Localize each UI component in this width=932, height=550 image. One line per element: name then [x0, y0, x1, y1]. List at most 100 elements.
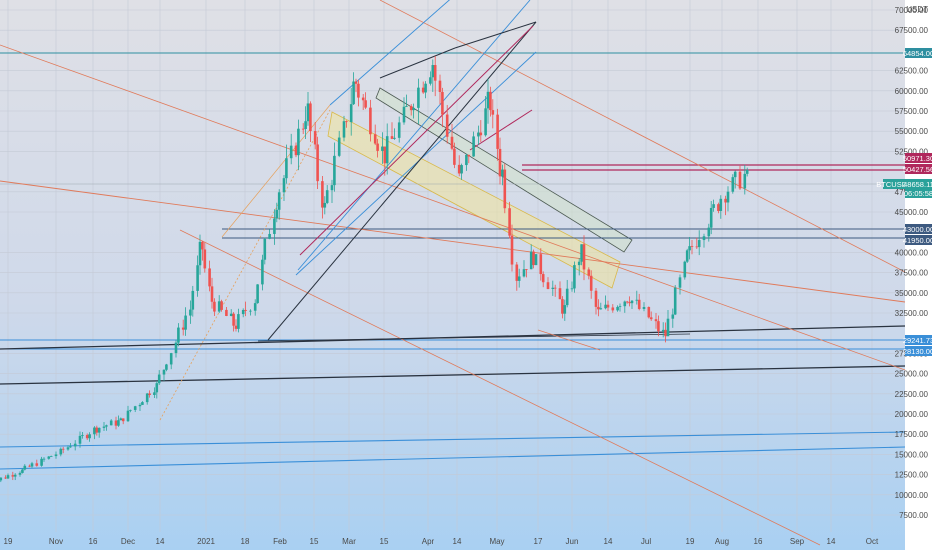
- candle-body: [304, 121, 307, 129]
- candle-body: [349, 104, 353, 123]
- candle: [354, 78, 358, 93]
- candle: [541, 271, 545, 288]
- candle-body: [479, 132, 483, 136]
- candle-body: [282, 178, 286, 193]
- candle: [249, 309, 252, 316]
- candle: [85, 433, 89, 441]
- candle-body: [352, 81, 355, 105]
- candle-body: [114, 420, 118, 426]
- red-ascending-ray: [299, 25, 534, 256]
- candle-body: [28, 465, 31, 467]
- candle: [460, 163, 463, 180]
- candle-body: [191, 290, 195, 310]
- symbol-tag: [883, 179, 905, 189]
- grid-lines: [0, 0, 905, 532]
- candle-body: [561, 299, 564, 314]
- candle-body: [630, 300, 634, 304]
- candle-body: [573, 265, 576, 289]
- candle-body: [688, 246, 691, 251]
- candle: [191, 285, 195, 317]
- candle-body: [78, 435, 82, 444]
- candle: [40, 456, 43, 467]
- candle-body: [148, 393, 151, 395]
- candle: [253, 299, 257, 316]
- candle-body: [309, 103, 312, 132]
- candle-body: [654, 319, 658, 322]
- candle-body: [673, 287, 677, 315]
- candle: [361, 94, 365, 110]
- candle: [417, 78, 420, 124]
- candle: [11, 471, 15, 481]
- candle: [229, 309, 233, 317]
- candle-body: [484, 108, 487, 136]
- candle-body: [210, 286, 214, 302]
- candle-body: [174, 342, 178, 354]
- price-tag-label: 29241.73: [903, 336, 932, 345]
- y-tick-label: 35000.00: [895, 289, 929, 298]
- candle: [105, 424, 108, 431]
- y-tick-label: 37500.00: [895, 269, 929, 278]
- y-tick-label: 45000.00: [895, 208, 929, 217]
- candle: [623, 300, 627, 313]
- black-top-connector-2: [454, 21, 537, 49]
- candle: [198, 234, 202, 275]
- candle-body: [551, 287, 555, 289]
- candle-body: [126, 410, 130, 422]
- candle-body: [376, 143, 379, 151]
- candle: [717, 202, 720, 214]
- candle: [234, 319, 238, 332]
- candle-body: [73, 443, 77, 447]
- candle: [153, 387, 156, 398]
- candle-body: [0, 477, 3, 481]
- candle: [604, 295, 607, 310]
- candle-body: [155, 383, 159, 393]
- candle-body: [325, 190, 329, 203]
- candle: [373, 124, 377, 146]
- candle-body: [85, 435, 89, 439]
- candle-body: [489, 91, 492, 111]
- candle: [649, 311, 653, 321]
- candle: [309, 101, 312, 143]
- candle: [177, 323, 180, 347]
- candle: [203, 242, 207, 273]
- candle: [594, 287, 598, 315]
- candle: [616, 305, 619, 312]
- candle-body: [333, 155, 336, 186]
- candle: [630, 299, 634, 309]
- candle: [273, 209, 276, 245]
- y-tick-label: 52500.00: [895, 147, 929, 156]
- candle: [157, 370, 161, 386]
- candle: [129, 409, 132, 413]
- candle: [0, 477, 3, 483]
- candle-body: [445, 114, 449, 137]
- candle-body: [582, 244, 586, 270]
- candle-body: [313, 131, 317, 145]
- candle: [709, 200, 713, 235]
- y-tick-label: 55000.00: [895, 127, 929, 136]
- candle: [546, 277, 550, 290]
- candle-body: [637, 299, 641, 309]
- candle: [445, 104, 449, 144]
- candle-body: [196, 265, 199, 291]
- candle: [301, 123, 305, 135]
- y-tick-label: 32500.00: [895, 309, 929, 318]
- candle-body: [628, 302, 631, 304]
- x-tick-label: Nov: [49, 537, 63, 546]
- price-tag-label: 64854.00: [903, 49, 932, 58]
- y-tick-label: 12500.00: [895, 471, 929, 480]
- candle: [47, 455, 51, 460]
- candle: [625, 300, 629, 304]
- candle-body: [743, 173, 747, 189]
- candle-body: [220, 301, 223, 310]
- candle: [141, 401, 144, 405]
- candle: [597, 299, 600, 317]
- candle: [522, 260, 526, 278]
- candle-body: [618, 306, 622, 307]
- y-tick-label: 67500.00: [895, 26, 929, 35]
- candle-body: [565, 288, 569, 306]
- candle: [431, 59, 435, 92]
- y-tick-label: 20000.00: [895, 410, 929, 419]
- blue-channel-top: [329, 0, 450, 106]
- candle-body: [635, 299, 639, 301]
- candle: [381, 132, 384, 164]
